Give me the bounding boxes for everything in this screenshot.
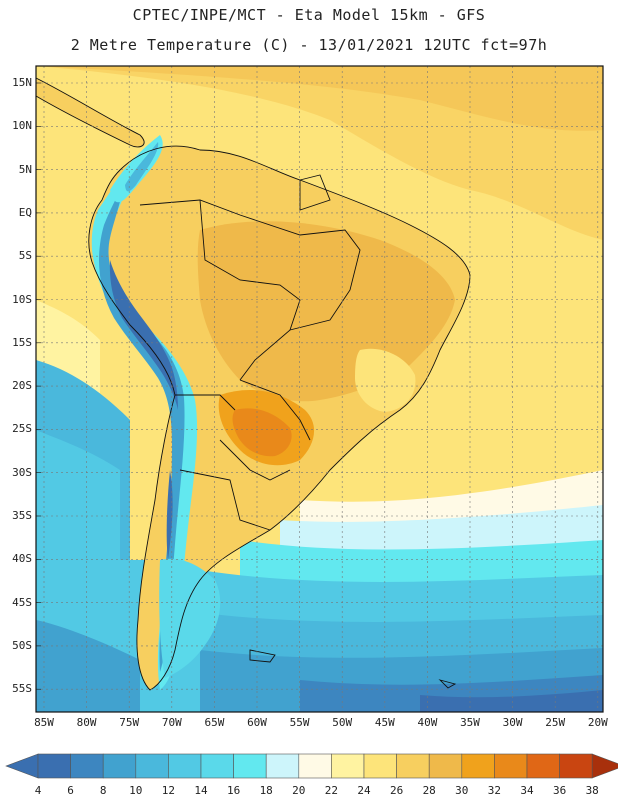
longitude-label: 40W [417,716,438,729]
colorbar-swatch [396,753,430,779]
colorbar-swatch [526,753,560,779]
latitude-label: 45S [12,595,32,609]
longitude-label: 65W [204,716,225,729]
latitude-label: 15N [12,76,32,89]
colorbar-level-label: 30 [455,784,469,797]
map-frame [35,65,604,713]
colorbar-high-arrow [591,753,618,779]
colorbar-level-label: 18 [259,784,273,797]
latitude-label: 35S [12,509,32,522]
colorbar-level-label: 4 [34,784,42,797]
latitude-label: 30S [12,465,32,479]
map-title-line-2: 2 Metre Temperature (C) - 13/01/2021 12U… [70,36,548,54]
colorbar-swatch [265,753,300,779]
longitude-label: 60W [247,716,267,729]
longitude-label: 25W [545,716,566,729]
map-title-line-1: CPTEC/INPE/MCT - Eta Model 15km - GFS [132,6,486,24]
colorbar-level-label: 6 [67,784,74,797]
latitude-label: 10N [12,119,32,133]
longitude-label: 70W [161,716,182,729]
longitude-label: 75W [119,716,140,729]
colorbar-swatch [102,753,137,779]
colorbar-low-arrow [5,753,39,779]
colorbar-level-label: 10 [129,784,143,797]
longitude-label: 50W [332,716,353,729]
colorbar-level-label: 20 [292,784,306,797]
colorbar-level-label: 12 [161,784,176,797]
longitude-label: 45W [374,716,395,729]
latitude-label: 20S [12,379,32,393]
colorbar-level-label: 36 [552,784,567,797]
colorbar-swatch [428,753,463,779]
latitude-label: 55S [12,682,32,696]
longitude-label: 20W [587,716,608,729]
colorbar-level-label: 14 [194,784,208,797]
colorbar-level-label: 16 [226,784,241,797]
longitude-label: 85W [34,716,54,729]
colorbar-swatch [559,753,593,779]
longitude-label: 80W [76,716,97,729]
colorbar-level-label: 26 [389,784,404,797]
latitude-label: 5S [18,249,32,263]
colorbar-swatch [363,753,397,779]
colorbar-swatch [233,753,267,779]
colorbar-swatch [168,753,202,779]
graticule [36,66,603,712]
latitude-label: 50S [12,638,32,652]
colorbar [5,753,618,779]
colorbar-swatch [37,753,71,779]
colorbar-level-label: 8 [99,784,107,797]
colorbar-swatch [135,753,169,779]
latitude-label: EQ [18,205,32,219]
colorbar-swatch [200,753,234,779]
colorbar-swatch [298,753,332,779]
colorbar-level-label: 32 [487,784,502,797]
colorbar-level-label: 38 [585,784,599,797]
colorbar-swatch [461,753,495,779]
map-field [36,66,603,712]
colorbar-swatch [331,753,365,779]
longitude-label: 35W [460,716,480,729]
colorbar-level-label: 22 [324,784,339,797]
latitude-label: 5N [18,162,32,176]
longitude-label: 55W [289,716,310,729]
colorbar-level-label: 24 [357,784,371,797]
latitude-label: 10S [12,292,32,306]
colorbar-swatch [70,753,104,779]
colorbar-level-label: 34 [520,784,534,797]
colorbar-level-label: 28 [422,784,436,797]
latitude-label: 40S [12,552,32,566]
latitude-label: 15S [12,335,32,349]
latitude-label: 25S [12,422,32,436]
longitude-label: 30W [502,716,523,729]
colorbar-swatch [494,753,528,779]
